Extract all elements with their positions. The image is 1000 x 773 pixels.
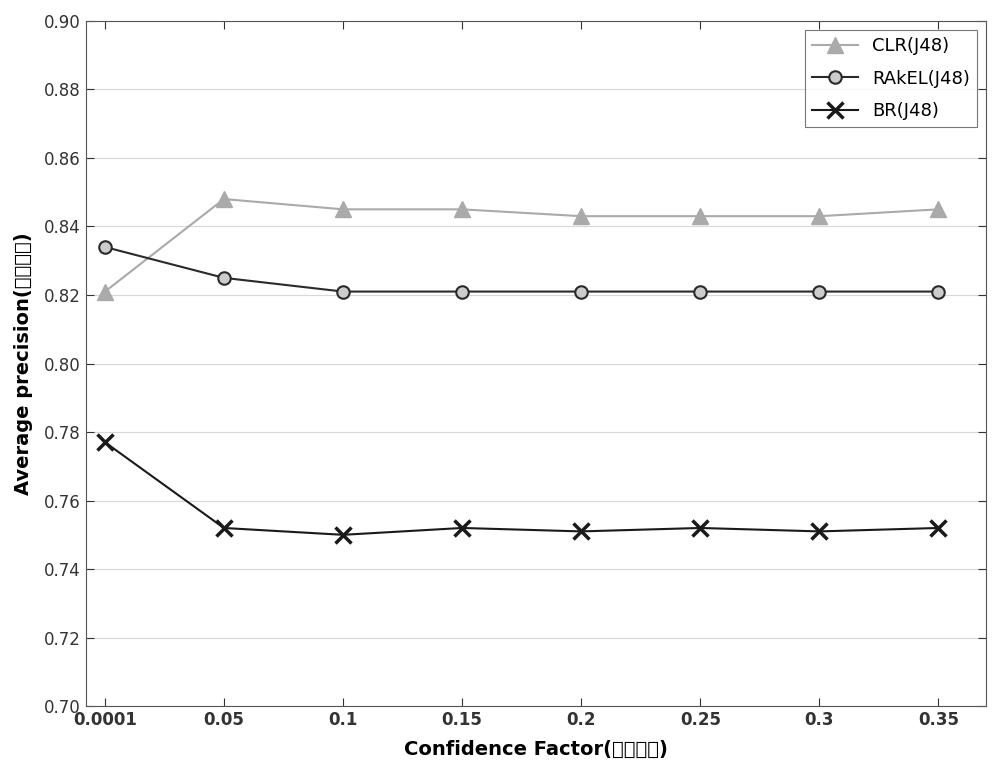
BR(J48): [932, 523, 944, 533]
Line: RAkEL(J48): RAkEL(J48): [99, 240, 945, 298]
RAkEL(J48): [694, 287, 706, 296]
X-axis label: Confidence Factor(置信系数): Confidence Factor(置信系数): [404, 740, 668, 759]
RAkEL(J48): [99, 243, 111, 252]
CLR(J48): [337, 205, 349, 214]
BR(J48): [337, 530, 349, 540]
BR(J48): [575, 526, 587, 536]
Y-axis label: Average precision(平均精度): Average precision(平均精度): [14, 232, 33, 495]
Legend: CLR(J48), RAkEL(J48), BR(J48): CLR(J48), RAkEL(J48), BR(J48): [805, 30, 977, 128]
CLR(J48): [456, 205, 468, 214]
CLR(J48): [932, 205, 944, 214]
CLR(J48): [813, 212, 825, 221]
RAkEL(J48): [218, 273, 230, 282]
RAkEL(J48): [932, 287, 944, 296]
RAkEL(J48): [813, 287, 825, 296]
BR(J48): [99, 438, 111, 447]
RAkEL(J48): [456, 287, 468, 296]
BR(J48): [694, 523, 706, 533]
Line: CLR(J48): CLR(J48): [97, 192, 946, 299]
CLR(J48): [575, 212, 587, 221]
Line: BR(J48): BR(J48): [97, 434, 946, 543]
BR(J48): [813, 526, 825, 536]
RAkEL(J48): [575, 287, 587, 296]
CLR(J48): [218, 195, 230, 204]
BR(J48): [456, 523, 468, 533]
CLR(J48): [694, 212, 706, 221]
CLR(J48): [99, 287, 111, 296]
BR(J48): [218, 523, 230, 533]
RAkEL(J48): [337, 287, 349, 296]
